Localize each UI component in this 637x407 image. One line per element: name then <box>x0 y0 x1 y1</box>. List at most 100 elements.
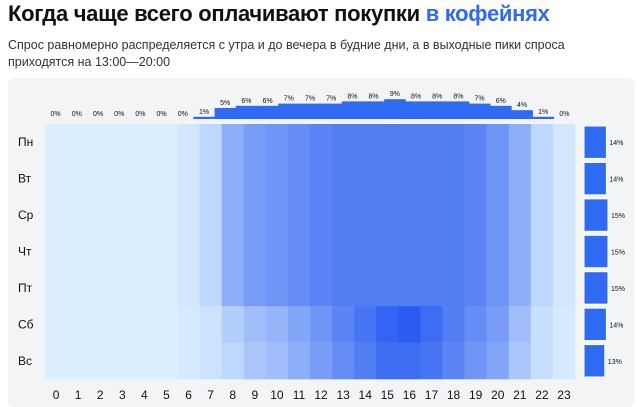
day-share-bar <box>583 198 609 232</box>
heatmap-cell <box>332 306 355 343</box>
hour-label: 17 <box>425 388 439 402</box>
hour-share-bar <box>193 116 215 119</box>
heatmap-cell <box>177 269 200 307</box>
heatmap-cell <box>265 306 289 343</box>
hour-share-label: 7% <box>475 96 485 103</box>
heatmap-cell <box>133 124 156 161</box>
heatmap-cell <box>420 342 443 380</box>
day-share-bar <box>583 344 606 378</box>
heatmap-cell <box>199 269 222 307</box>
hour-share-bar <box>299 103 321 119</box>
heatmap-cell <box>376 196 399 234</box>
day-share-bar <box>583 125 607 159</box>
heatmap-cell <box>530 269 554 307</box>
heatmap-cell <box>442 196 465 234</box>
hour-share-label: 8% <box>453 93 463 100</box>
hour-share-bar <box>363 101 385 119</box>
heatmap-cell <box>442 306 465 343</box>
heatmap-cell <box>243 233 267 271</box>
heatmap-cell <box>111 233 134 271</box>
heatmap-cell <box>177 160 200 198</box>
heatmap-cell <box>177 233 200 271</box>
hour-share-label: 8% <box>347 93 357 100</box>
hour-share-label: 7% <box>284 96 294 103</box>
heatmap-cell <box>332 269 355 307</box>
heatmap-cell <box>199 160 222 198</box>
heatmap-cell <box>420 196 443 234</box>
heatmap-cell <box>265 342 289 380</box>
hour-label: 20 <box>491 388 505 402</box>
heatmap-cell <box>89 269 112 307</box>
heatmap-cell <box>89 306 112 343</box>
hour-share-bar <box>447 101 470 119</box>
heatmap-cell <box>265 196 289 234</box>
hour-share-label: 1% <box>538 109 548 116</box>
heatmap-cell <box>155 124 178 161</box>
heatmap-cell <box>354 306 377 343</box>
hour-share-label: 0% <box>72 111 82 118</box>
heatmap-cell <box>376 124 399 161</box>
heatmap-cell <box>332 160 355 198</box>
hour-share-bar <box>384 99 406 119</box>
heatmap-cell <box>354 269 377 307</box>
heatmap-cell <box>420 124 443 161</box>
hour-share-label: 0% <box>559 111 569 118</box>
heatmap-cell <box>155 160 178 198</box>
hour-share-label: 0% <box>51 111 61 118</box>
heatmap-cell <box>133 342 156 380</box>
heatmap-cell <box>332 233 355 271</box>
heatmap-cell <box>420 269 443 307</box>
heatmap-cell <box>552 342 576 380</box>
hour-share-label: 0% <box>114 111 124 118</box>
heatmap-cell <box>508 233 532 271</box>
heatmap-cell <box>442 124 465 161</box>
hour-label: 23 <box>557 388 571 402</box>
hour-share-label: 8% <box>432 93 442 100</box>
heatmap-cell <box>67 269 90 307</box>
heatmap-cell <box>67 196 90 234</box>
heatmap-cell <box>45 196 68 234</box>
heatmap-cell <box>89 196 112 234</box>
heatmap-cell <box>221 160 245 198</box>
heatmap-cell <box>376 269 399 307</box>
heatmap-cell <box>420 306 443 343</box>
heatmap-cell <box>133 269 156 307</box>
heatmap-cell <box>89 233 112 271</box>
hour-share-bar <box>532 116 555 119</box>
heatmap-cell <box>486 306 510 343</box>
heatmap-cell <box>310 306 333 343</box>
heatmap-cell <box>376 233 399 271</box>
heatmap-cell <box>133 160 156 198</box>
heatmap-cell <box>310 342 333 380</box>
heatmap-cell <box>508 269 532 307</box>
day-share-label: 14% <box>609 322 623 329</box>
heatmap-cell <box>530 233 554 271</box>
heatmap-cell <box>398 160 421 198</box>
heatmap-cell <box>67 233 90 271</box>
heatmap-cell <box>67 306 90 343</box>
heatmap-cell <box>354 124 377 161</box>
hour-share-label: 0% <box>135 111 145 118</box>
heatmap-cell <box>199 342 222 380</box>
heatmap-cell <box>464 306 487 343</box>
heatmap-cell <box>354 160 377 198</box>
heatmap-cell <box>398 342 421 380</box>
hour-label: 4 <box>141 388 148 402</box>
hour-share-label: 8% <box>411 93 421 100</box>
heatmap-cell <box>133 233 156 271</box>
hour-share-bar <box>214 108 237 119</box>
heatmap-cell <box>67 124 90 161</box>
day-label: Вс <box>18 354 32 368</box>
hour-label: 14 <box>359 388 373 402</box>
hour-share-bar <box>511 110 533 119</box>
day-label: Пн <box>18 135 33 149</box>
hour-label: 7 <box>207 388 214 402</box>
hour-share-label: 6% <box>263 98 273 105</box>
hour-share-label: 7% <box>326 96 336 103</box>
heatmap-cell <box>111 269 134 307</box>
heatmap-cell <box>89 342 112 380</box>
hour-label: 8 <box>229 388 236 402</box>
heatmap-cell <box>243 124 267 161</box>
heatmap-cell <box>376 306 399 343</box>
